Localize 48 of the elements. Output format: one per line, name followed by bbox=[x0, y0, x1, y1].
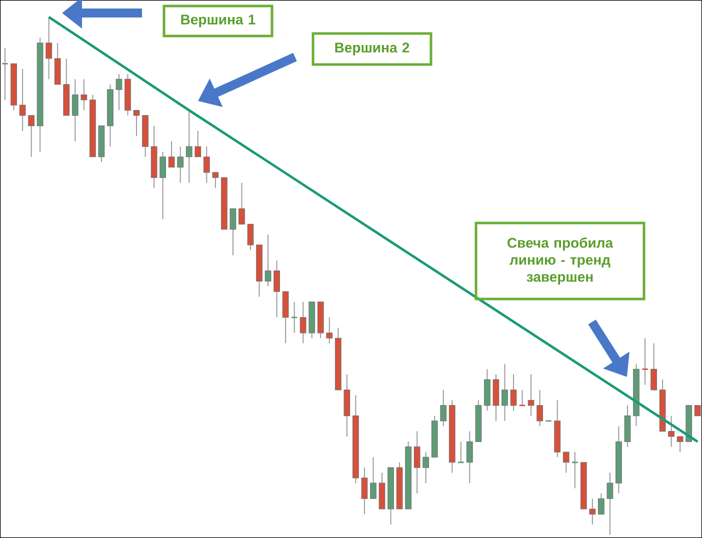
candlestick bbox=[326, 316, 333, 344]
candlestick bbox=[536, 389, 543, 427]
candlestick bbox=[46, 16, 52, 80]
candlestick bbox=[502, 364, 508, 422]
candlestick bbox=[510, 374, 517, 412]
annotation: Свеча пробила линию - тренд завершен bbox=[508, 237, 614, 285]
candlestick bbox=[72, 78, 78, 142]
candlestick bbox=[668, 415, 675, 448]
candlestick bbox=[168, 140, 175, 168]
candlestick bbox=[212, 172, 219, 188]
annotation: Вершина 2 bbox=[335, 42, 410, 56]
candlestick bbox=[238, 182, 245, 225]
candlestick bbox=[177, 146, 184, 184]
candlestick bbox=[571, 452, 578, 489]
candlestick bbox=[290, 301, 298, 334]
candlestick bbox=[589, 498, 596, 526]
candlestick bbox=[186, 110, 192, 184]
candlestick bbox=[274, 260, 280, 318]
candlestick bbox=[562, 452, 570, 474]
candlestick bbox=[160, 151, 166, 220]
candlestick bbox=[370, 456, 376, 500]
candlestick bbox=[598, 492, 604, 515]
candlestick bbox=[457, 441, 464, 464]
candlestick bbox=[116, 74, 122, 111]
candlestick bbox=[300, 301, 306, 344]
candlestick bbox=[194, 130, 202, 158]
candlestick bbox=[466, 430, 473, 484]
candlestick bbox=[264, 234, 272, 287]
candlestick bbox=[694, 405, 701, 416]
candlestick bbox=[361, 467, 368, 515]
candlestick bbox=[230, 208, 236, 256]
candlestick bbox=[28, 114, 34, 158]
candlestick bbox=[203, 146, 210, 184]
candlestick bbox=[422, 452, 430, 484]
candlestick bbox=[641, 338, 649, 386]
candlestick bbox=[414, 430, 420, 494]
candlestick bbox=[247, 224, 254, 251]
candlestick bbox=[1, 48, 9, 100]
candlestick bbox=[528, 374, 534, 416]
candlestick bbox=[650, 342, 657, 390]
candlestick bbox=[518, 389, 526, 406]
annotation: Вершина 1 bbox=[181, 14, 256, 28]
candlestick bbox=[606, 472, 614, 536]
candlestick bbox=[440, 389, 447, 427]
candlestick bbox=[80, 78, 88, 111]
candlestick bbox=[19, 68, 26, 132]
candlestick bbox=[676, 436, 684, 453]
candlestick bbox=[133, 110, 140, 137]
